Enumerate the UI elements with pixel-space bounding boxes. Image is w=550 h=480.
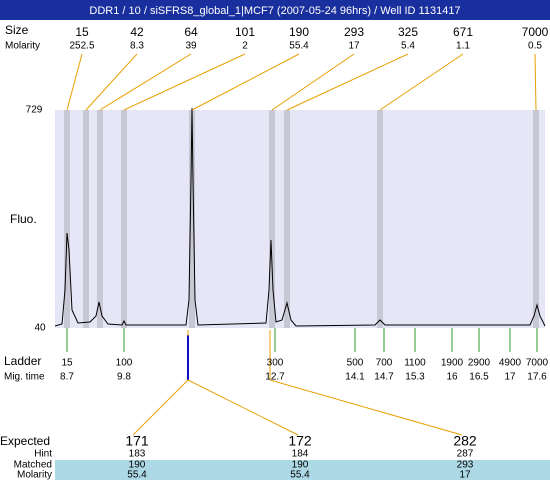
ladder-size: 15 <box>61 358 73 369</box>
ladder-time: 17.6 <box>527 372 547 383</box>
peak-connector <box>379 53 464 111</box>
peak-size: 190 <box>289 25 309 39</box>
peak-molarity: 1.1 <box>456 41 470 52</box>
y-label: Fluo. <box>10 212 37 226</box>
peak-connector <box>534 53 537 111</box>
trace <box>54 107 546 327</box>
ladder-size: 500 <box>347 358 364 369</box>
ladder-size: 7000 <box>526 358 549 369</box>
connector <box>132 379 189 436</box>
peak-size: 101 <box>235 25 255 39</box>
peak-band <box>269 110 275 328</box>
peak-molarity: 8.3 <box>130 41 144 52</box>
ladder-size: 1900 <box>441 358 464 369</box>
peak-molarity: 55.4 <box>289 41 309 52</box>
table-molarity: 55.4 <box>127 470 147 480</box>
peak-band <box>64 110 70 328</box>
table-expected: 282 <box>453 433 477 449</box>
title: DDR1 / 10 / siSFRS8_global_1|MCF7 (2007-… <box>89 5 460 17</box>
ladder-time: 16.5 <box>469 372 489 383</box>
peak-molarity: 17 <box>348 41 360 52</box>
ladder-time: 12.7 <box>265 372 285 383</box>
peak-band <box>121 110 127 328</box>
table-hint: 184 <box>292 449 309 460</box>
peak-connector <box>191 53 300 111</box>
peak-size: 64 <box>184 25 198 39</box>
peak-molarity: 252.5 <box>69 41 94 52</box>
row-label: Hint <box>34 449 52 460</box>
table-matched: 190 <box>292 460 309 471</box>
peak-connector <box>85 53 138 111</box>
ladder-time: 17 <box>504 372 516 383</box>
peak-band <box>533 110 539 328</box>
row-label: Expected <box>0 434 50 448</box>
peak-size: 325 <box>398 25 418 39</box>
ladder-time: 9.8 <box>117 372 131 383</box>
ladder-size: 100 <box>116 358 133 369</box>
ladder-size: 700 <box>376 358 393 369</box>
ladder-time: 16 <box>446 372 458 383</box>
table-expected: 171 <box>125 433 149 449</box>
peak-connector <box>99 53 192 111</box>
ladder-time: 8.7 <box>60 372 74 383</box>
connector <box>187 379 299 436</box>
peak-connector <box>123 53 246 111</box>
table-expected: 172 <box>288 433 312 449</box>
table-molarity: 55.4 <box>290 470 310 480</box>
table-matched: 293 <box>457 460 474 471</box>
ladder-time: 14.1 <box>345 372 365 383</box>
row-label: Matched <box>14 460 52 471</box>
title-bar <box>0 0 550 20</box>
y-top: 729 <box>26 105 43 116</box>
table-matched: 190 <box>129 460 146 471</box>
row-label: Molarity <box>17 470 52 480</box>
ladder-label: Ladder <box>4 354 41 368</box>
ladder-size: 2900 <box>468 358 491 369</box>
peak-connector <box>66 53 83 111</box>
peak-size: 42 <box>130 25 144 39</box>
peak-band <box>284 110 290 328</box>
peak-connector <box>271 53 355 111</box>
table-highlight <box>55 460 550 480</box>
peak-band <box>97 110 103 328</box>
peak-size: 671 <box>453 25 473 39</box>
table-hint: 287 <box>457 449 474 460</box>
peak-molarity: 2 <box>242 41 248 52</box>
time-label: Mig. time <box>4 372 45 383</box>
molarity-label: Molarity <box>5 41 40 52</box>
peak-size: 293 <box>344 25 364 39</box>
peak-band <box>83 110 89 328</box>
ladder-time: 15.3 <box>405 372 425 383</box>
connector <box>269 379 463 436</box>
peak-size: 15 <box>75 25 89 39</box>
peak-size: 7000 <box>522 25 549 39</box>
peak-band <box>377 110 383 328</box>
peak-band <box>189 110 195 328</box>
size-label: Size <box>5 23 29 37</box>
ladder-size: 1100 <box>404 358 426 369</box>
ladder-time: 14.7 <box>374 372 394 383</box>
y-bottom: 40 <box>34 323 46 334</box>
peak-molarity: 0.5 <box>528 41 542 52</box>
table-molarity: 17 <box>459 470 471 480</box>
peak-molarity: 39 <box>185 41 197 52</box>
peak-connector <box>286 53 409 111</box>
peak-molarity: 5.4 <box>401 41 415 52</box>
table-hint: 183 <box>129 449 146 460</box>
ladder-size: 300 <box>267 358 284 369</box>
ladder-size: 4900 <box>499 358 522 369</box>
plot-area <box>55 110 545 328</box>
